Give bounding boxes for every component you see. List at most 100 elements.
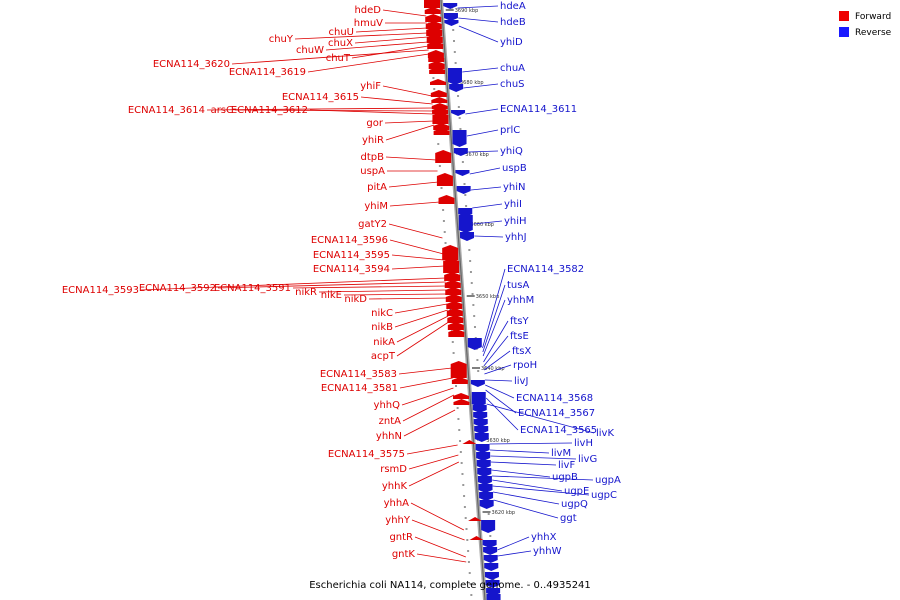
forward-gene-label[interactable]: nikE bbox=[321, 290, 342, 301]
reverse-gene-label[interactable]: yhhX bbox=[531, 532, 557, 543]
reverse-gene[interactable] bbox=[477, 476, 492, 482]
reverse-gene[interactable] bbox=[451, 110, 466, 113]
reverse-gene[interactable] bbox=[485, 580, 500, 585]
reverse-gene-label[interactable]: livF bbox=[558, 460, 575, 471]
reverse-gene[interactable] bbox=[475, 444, 490, 450]
reverse-gene-label[interactable]: uspB bbox=[502, 163, 527, 174]
forward-gene-label[interactable]: pitA bbox=[367, 182, 387, 193]
reverse-gene[interactable] bbox=[472, 405, 487, 410]
forward-gene[interactable] bbox=[447, 325, 464, 330]
forward-gene-label[interactable]: zntA bbox=[379, 416, 402, 427]
reverse-gene[interactable] bbox=[482, 540, 497, 545]
forward-gene[interactable] bbox=[450, 364, 467, 378]
forward-gene[interactable] bbox=[428, 58, 445, 62]
forward-gene-label[interactable]: chuT bbox=[326, 53, 351, 64]
forward-gene[interactable] bbox=[446, 311, 463, 316]
forward-gene[interactable] bbox=[433, 131, 450, 135]
reverse-gene[interactable] bbox=[449, 84, 464, 89]
reverse-gene-label[interactable]: hdeA bbox=[500, 1, 526, 12]
forward-gene-label[interactable]: nikR bbox=[295, 287, 317, 298]
reverse-gene-label[interactable]: livH bbox=[574, 438, 593, 449]
forward-gene-label[interactable]: yhiF bbox=[360, 81, 381, 92]
forward-gene[interactable] bbox=[430, 82, 447, 85]
reverse-gene[interactable] bbox=[456, 186, 471, 191]
reverse-gene[interactable] bbox=[483, 547, 498, 552]
forward-gene[interactable] bbox=[462, 440, 477, 444]
forward-gene[interactable] bbox=[432, 110, 449, 114]
reverse-gene[interactable] bbox=[471, 392, 486, 404]
forward-gene-label[interactable]: hmuV bbox=[354, 18, 383, 29]
reverse-gene[interactable] bbox=[443, 3, 458, 6]
reverse-gene-label[interactable]: ugpC bbox=[591, 490, 617, 501]
forward-gene[interactable] bbox=[468, 517, 483, 521]
forward-gene[interactable] bbox=[445, 290, 462, 295]
reverse-gene-label[interactable]: livM bbox=[551, 448, 571, 459]
forward-gene[interactable] bbox=[446, 304, 463, 309]
forward-gene-label[interactable]: ECNA114_3583 bbox=[320, 369, 397, 380]
forward-gene[interactable] bbox=[427, 44, 444, 49]
forward-gene-label[interactable]: nikA bbox=[373, 337, 395, 348]
forward-gene[interactable] bbox=[428, 64, 445, 69]
forward-gene-label[interactable]: chuY bbox=[269, 34, 294, 45]
reverse-gene-label[interactable]: ftsE bbox=[510, 331, 529, 342]
reverse-gene-label[interactable]: livG bbox=[578, 454, 597, 465]
forward-gene[interactable] bbox=[433, 126, 450, 130]
reverse-gene-label[interactable]: yhhW bbox=[533, 546, 562, 557]
reverse-gene-label[interactable]: hdeB bbox=[500, 17, 526, 28]
forward-gene-label[interactable]: ECNA114_3595 bbox=[313, 250, 390, 261]
forward-gene-label[interactable]: rsmD bbox=[380, 464, 407, 475]
reverse-gene[interactable] bbox=[444, 20, 459, 23]
forward-gene-label[interactable]: yhiM bbox=[364, 201, 388, 212]
reverse-gene[interactable] bbox=[486, 594, 501, 600]
forward-gene-label[interactable]: hdeD bbox=[354, 5, 381, 16]
forward-gene-label[interactable]: ECNA114_3593 bbox=[62, 285, 139, 296]
reverse-gene-label[interactable]: ECNA114_3611 bbox=[500, 104, 577, 115]
reverse-gene-label[interactable]: ugpE bbox=[564, 486, 589, 497]
reverse-gene-label[interactable]: yhhJ bbox=[505, 232, 527, 243]
reverse-gene-label[interactable]: prlC bbox=[500, 125, 520, 136]
forward-gene[interactable] bbox=[438, 198, 455, 204]
forward-gene[interactable] bbox=[469, 536, 484, 540]
forward-gene-label[interactable]: ECNA114_3619 bbox=[229, 67, 306, 78]
reverse-gene[interactable] bbox=[467, 338, 482, 347]
reverse-gene[interactable] bbox=[473, 419, 488, 424]
forward-gene-label[interactable]: yhhY bbox=[385, 515, 411, 526]
reverse-gene[interactable] bbox=[477, 468, 492, 474]
forward-gene-label[interactable]: ECNA114_3581 bbox=[321, 383, 398, 394]
reverse-gene[interactable] bbox=[483, 555, 498, 560]
reverse-gene-label[interactable]: ECNA114_3582 bbox=[507, 264, 584, 275]
forward-gene-label[interactable]: gntR bbox=[389, 532, 413, 543]
forward-gene[interactable] bbox=[432, 115, 449, 124]
reverse-gene-label[interactable]: yhiQ bbox=[500, 146, 523, 157]
reverse-gene-label[interactable]: rpoH bbox=[513, 360, 537, 371]
reverse-gene-label[interactable]: ugpA bbox=[595, 475, 621, 486]
reverse-gene-label[interactable]: yhiH bbox=[504, 216, 527, 227]
forward-gene[interactable] bbox=[435, 153, 452, 163]
reverse-gene[interactable] bbox=[458, 208, 473, 214]
reverse-gene[interactable] bbox=[455, 170, 470, 173]
forward-gene-label[interactable]: nikC bbox=[371, 308, 393, 319]
reverse-gene[interactable] bbox=[470, 380, 485, 384]
forward-gene[interactable] bbox=[445, 297, 462, 302]
forward-gene-label[interactable]: ECNA114_3620 bbox=[153, 59, 230, 70]
reverse-gene-label[interactable]: livJ bbox=[514, 376, 528, 387]
forward-gene[interactable] bbox=[431, 100, 448, 103]
reverse-gene[interactable] bbox=[484, 572, 499, 577]
forward-gene-label[interactable]: yhhN bbox=[376, 431, 402, 442]
reverse-gene-label[interactable]: ggt bbox=[560, 513, 577, 524]
forward-gene-label[interactable]: yhhK bbox=[382, 481, 408, 492]
reverse-gene[interactable] bbox=[474, 433, 489, 439]
reverse-gene-label[interactable]: ugpB bbox=[552, 472, 578, 483]
reverse-gene-label[interactable]: chuA bbox=[500, 63, 525, 74]
reverse-gene[interactable] bbox=[443, 13, 458, 18]
forward-gene-label[interactable]: yhiR bbox=[362, 135, 384, 146]
forward-gene[interactable] bbox=[424, 10, 441, 14]
forward-gene-label[interactable]: nikB bbox=[371, 322, 393, 333]
forward-gene[interactable] bbox=[447, 318, 464, 323]
forward-gene[interactable] bbox=[444, 283, 461, 288]
forward-gene-label[interactable]: ECNA114_3614 bbox=[128, 105, 205, 116]
reverse-gene[interactable] bbox=[453, 148, 468, 153]
forward-gene[interactable] bbox=[429, 70, 446, 74]
reverse-gene[interactable] bbox=[478, 484, 493, 490]
forward-gene[interactable] bbox=[425, 17, 442, 22]
